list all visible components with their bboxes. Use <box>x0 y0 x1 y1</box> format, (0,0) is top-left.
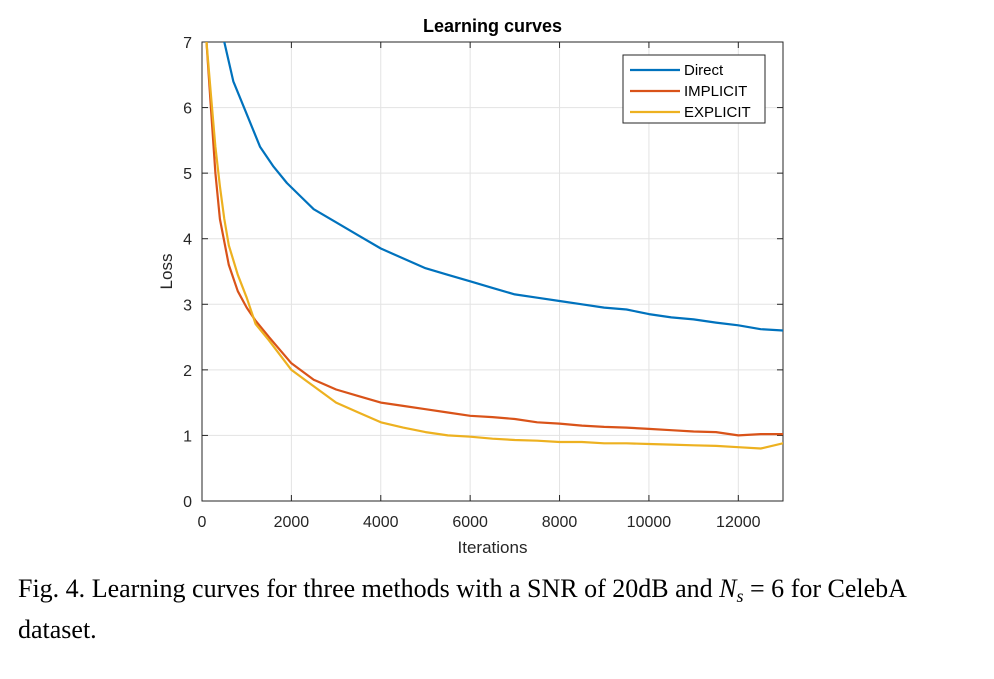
caption-text-part2: for CelebA dataset. <box>18 574 906 644</box>
caption-math-rest: = 6 <box>750 574 785 603</box>
y-tick-label: 3 <box>183 297 192 314</box>
legend-label: EXPLICIT <box>684 104 751 121</box>
x-tick-label: 0 <box>198 514 207 531</box>
y-axis-label: Loss <box>157 254 176 290</box>
x-tick-label: 2000 <box>274 514 310 531</box>
y-tick-label: 4 <box>183 232 192 249</box>
caption-math-subscript: s <box>736 586 744 606</box>
learning-curves-chart: 0 2000 4000 6000 8000 10000 12000 0 1 2 3 4 5 6 7 Lear… <box>157 16 784 557</box>
y-tick-label: 2 <box>183 363 192 380</box>
x-tick-label: 6000 <box>452 514 488 531</box>
caption-math-variable: N <box>719 574 737 603</box>
caption-prefix: Fig. 4. <box>18 574 86 603</box>
series-line-implicit <box>205 42 783 437</box>
y-tick-label: 0 <box>183 494 192 511</box>
figure-caption: Fig. 4. Learning curves for three method… <box>18 572 978 646</box>
axis-ticks: 0 2000 4000 6000 8000 10000 12000 0 1 2 3 4 5 6 7 <box>183 35 783 531</box>
x-tick-label: 10000 <box>627 514 672 531</box>
y-tick-label: 7 <box>183 35 192 52</box>
legend: Direct IMPLICIT EXPLICIT <box>622 54 766 124</box>
series-line-direct <box>223 42 783 332</box>
plot-area <box>201 41 784 502</box>
y-tick-label: 5 <box>183 166 192 183</box>
x-tick-label: 4000 <box>363 514 399 531</box>
x-axis-label: Iterations <box>458 538 528 557</box>
caption-text-part1: Learning curves for three methods with a… <box>91 574 713 603</box>
series-line-explicit <box>205 42 783 450</box>
legend-label: Direct <box>684 62 724 79</box>
x-tick-label: 8000 <box>542 514 578 531</box>
y-tick-label: 1 <box>183 428 192 445</box>
series-lines <box>205 42 783 450</box>
chart-title: Learning curves <box>423 16 562 36</box>
legend-label: IMPLICIT <box>684 83 747 100</box>
x-tick-label: 12000 <box>716 514 761 531</box>
y-tick-label: 6 <box>183 101 192 118</box>
